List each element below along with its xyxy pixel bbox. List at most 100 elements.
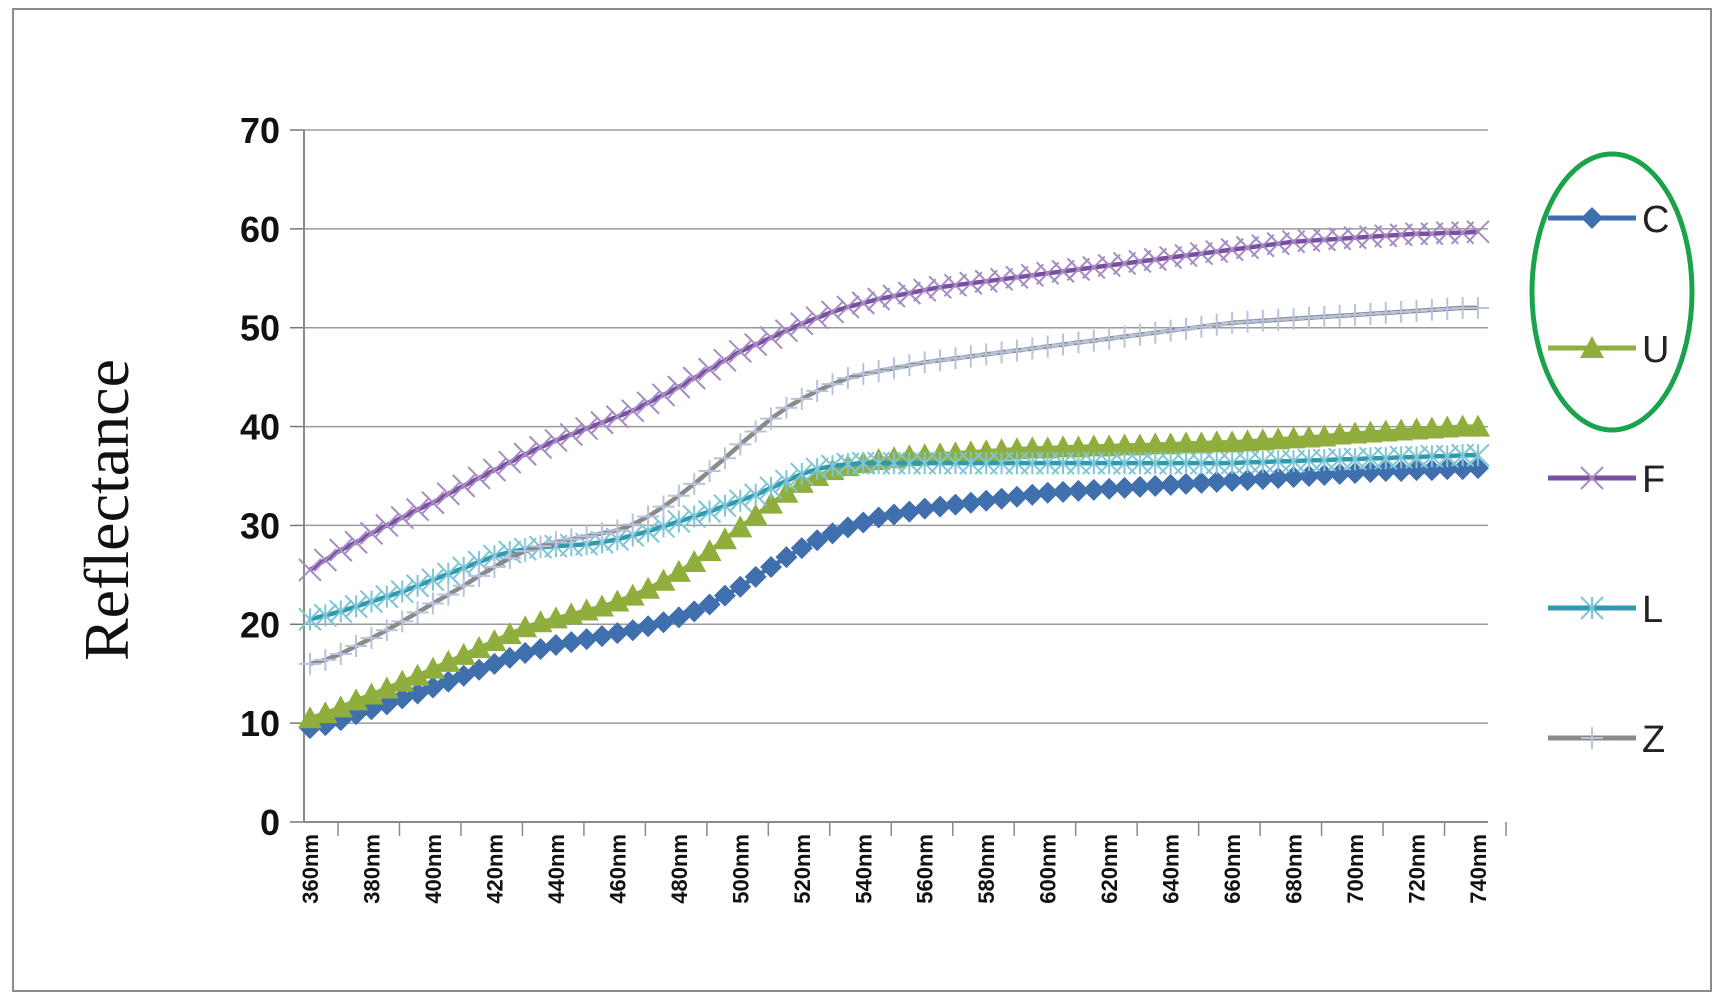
- data-point-z: [1159, 319, 1182, 342]
- data-point-z: [544, 531, 567, 554]
- data-point-u: [636, 576, 661, 599]
- data-point-c: [1205, 470, 1228, 493]
- legend-item-z: Z: [1548, 719, 1665, 761]
- data-point-f: [436, 482, 461, 506]
- data-point-z: [421, 592, 444, 615]
- data-point-z: [314, 648, 337, 671]
- data-point-c: [683, 600, 706, 623]
- series-f: [298, 220, 1490, 582]
- data-point-f: [421, 490, 445, 515]
- data-point-l: [375, 584, 399, 609]
- data-point-c: [1390, 460, 1413, 483]
- data-point-f: [559, 422, 583, 447]
- data-point-c: [852, 511, 875, 534]
- data-point-c: [1098, 477, 1121, 500]
- data-point-l: [421, 568, 445, 592]
- legend-label-c: C: [1642, 199, 1669, 241]
- data-point-z: [575, 525, 598, 548]
- data-point-z: [944, 347, 967, 370]
- data-point-f: [405, 497, 430, 522]
- data-point-z: [1052, 333, 1075, 356]
- y-tick-label: 0: [260, 802, 280, 843]
- data-point-l: [405, 574, 430, 598]
- data-point-z: [1067, 331, 1090, 354]
- data-point-f: [528, 435, 553, 460]
- axes: [303, 130, 1507, 836]
- data-point-z: [1036, 335, 1059, 358]
- data-point-f: [697, 357, 722, 381]
- y-tick-labels: 0 10 20 30 40 50 60 70: [240, 110, 280, 843]
- data-point-c: [1221, 469, 1244, 492]
- data-point-f: [759, 325, 783, 350]
- data-point-z: [529, 535, 552, 558]
- data-point-f: [866, 287, 891, 311]
- data-point-z: [498, 547, 521, 570]
- x-tick-label: 380nm: [359, 834, 384, 904]
- data-point-u: [728, 515, 753, 538]
- data-point-c: [514, 641, 537, 664]
- data-point-c: [698, 593, 721, 616]
- data-point-c: [544, 634, 567, 657]
- data-point-c: [1021, 483, 1044, 506]
- data-point-c: [1251, 467, 1274, 490]
- data-point-f: [313, 548, 338, 572]
- x-tick-label: 520nm: [790, 834, 815, 904]
- data-point-z: [959, 345, 982, 368]
- data-point-z: [821, 373, 844, 396]
- data-point-z: [1098, 327, 1121, 350]
- data-point-z: [652, 495, 675, 518]
- data-point-u: [344, 688, 369, 711]
- data-point-c: [1236, 468, 1259, 491]
- data-point-c: [713, 584, 736, 607]
- data-point-c: [929, 495, 952, 518]
- data-point-f: [1466, 220, 1490, 244]
- data-point-f: [590, 410, 614, 435]
- data-point-l: [743, 483, 768, 507]
- legend-label-f: F: [1642, 459, 1665, 501]
- data-point-c: [990, 487, 1013, 510]
- data-point-f: [513, 442, 537, 466]
- legend-item-f: F: [1548, 459, 1665, 501]
- data-point-z: [437, 583, 460, 606]
- data-point-u: [1081, 434, 1106, 457]
- data-point-z: [560, 528, 583, 551]
- data-point-c: [867, 506, 890, 529]
- data-point-f: [682, 366, 706, 390]
- data-point-l: [436, 562, 461, 586]
- data-point-u: [1112, 433, 1137, 456]
- data-point-f: [544, 428, 568, 453]
- data-point-z: [1144, 321, 1167, 344]
- data-point-l: [774, 469, 799, 493]
- data-point-u: [420, 656, 445, 679]
- data-point-l: [790, 462, 814, 486]
- data-point-z: [345, 635, 368, 658]
- data-point-z: [1467, 296, 1489, 319]
- data-point-c: [1082, 478, 1105, 501]
- data-point-u: [482, 629, 507, 652]
- data-point-z: [852, 363, 875, 386]
- data-point-u: [1466, 414, 1490, 437]
- data-point-c: [790, 537, 813, 560]
- x-tick-label: 460nm: [605, 834, 630, 904]
- data-point-c: [606, 622, 629, 645]
- data-point-f: [728, 339, 753, 364]
- data-point-c: [1036, 481, 1059, 504]
- data-point-u: [374, 676, 399, 699]
- y-tick-label: 40: [240, 407, 280, 448]
- data-point-f: [359, 521, 384, 546]
- y-tick-label: 60: [240, 209, 280, 250]
- data-point-l: [359, 589, 384, 614]
- data-point-z: [667, 484, 690, 507]
- data-point-u: [451, 642, 476, 665]
- data-point-l: [728, 489, 753, 513]
- data-point-c: [975, 489, 998, 512]
- gridlines: [290, 129, 1488, 823]
- data-point-z: [975, 343, 998, 366]
- data-point-u: [390, 669, 415, 692]
- data-point-z: [514, 540, 537, 563]
- data-point-c: [1067, 479, 1090, 502]
- data-point-f: [743, 332, 768, 357]
- x-tick-label: 720nm: [1405, 834, 1430, 904]
- data-point-z: [713, 447, 736, 470]
- x-tick-labels: 360nm 380nm 400nm 420nm 440nm 460nm 480nm 500nm…: [298, 834, 1491, 904]
